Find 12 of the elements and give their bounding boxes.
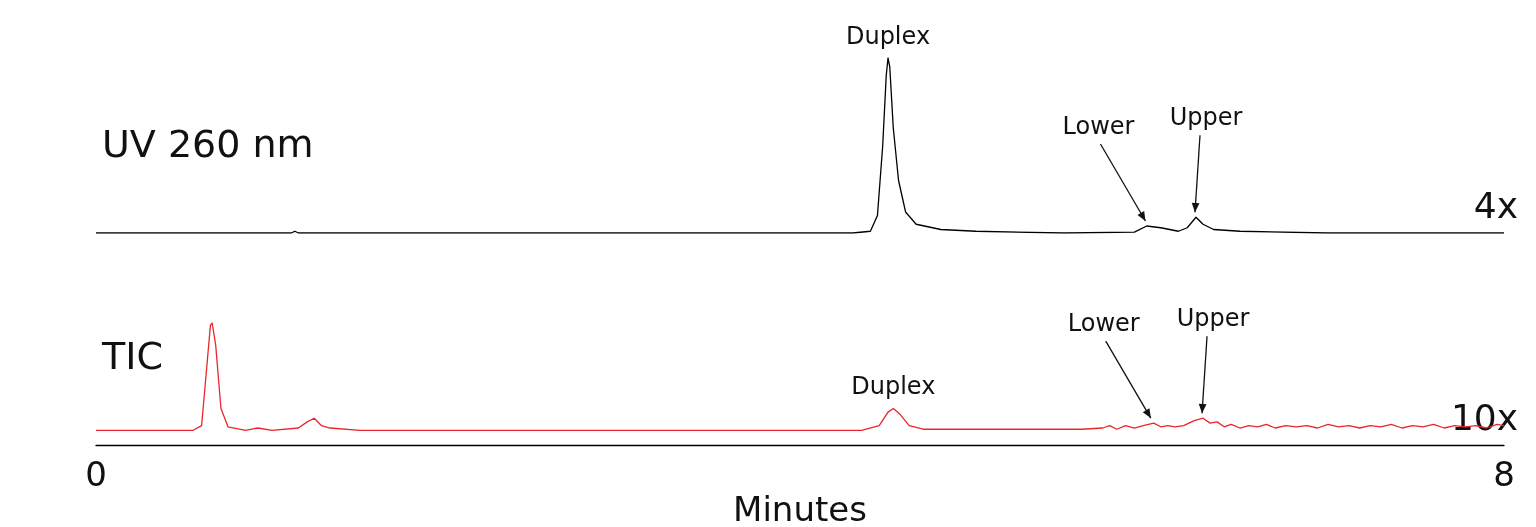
annotation: Lower bbox=[1067, 309, 1140, 338]
annotation: Duplex bbox=[845, 22, 931, 50]
x-tick-label: 8 bbox=[1493, 454, 1515, 495]
series-label: TIC bbox=[101, 334, 163, 379]
annotation: Upper bbox=[1169, 103, 1243, 132]
annotation: Upper bbox=[1176, 304, 1250, 333]
x-axis-title: Minutes bbox=[733, 489, 867, 527]
series-label: UV 260 nm bbox=[102, 122, 314, 166]
x-tick-label: 0 bbox=[85, 454, 107, 495]
annotation: 4x bbox=[1473, 184, 1518, 226]
annotation: Lower bbox=[1062, 112, 1135, 140]
annotation: Duplex bbox=[851, 372, 936, 401]
